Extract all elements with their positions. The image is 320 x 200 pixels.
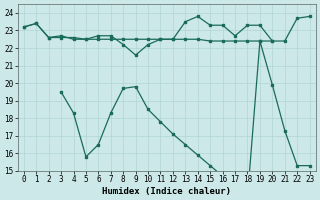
X-axis label: Humidex (Indice chaleur): Humidex (Indice chaleur) <box>102 187 231 196</box>
